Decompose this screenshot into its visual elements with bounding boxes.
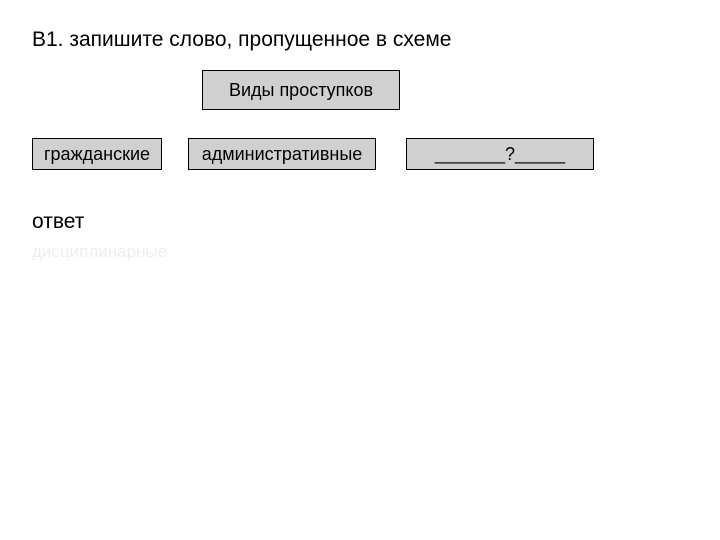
- question-title: В1. запишите слово, пропущенное в схеме: [32, 28, 688, 52]
- answer-value: дисциплинарные: [32, 242, 167, 262]
- answer-label: ответ: [32, 210, 167, 234]
- box-label: гражданские: [44, 144, 150, 165]
- diagram-bottom-row: гражданские административные _______?___…: [32, 138, 688, 170]
- box-label: административные: [202, 144, 363, 165]
- answer-section: ответ дисциплинарные: [32, 210, 167, 262]
- diagram-box-blank: _______?_____: [406, 138, 594, 170]
- diagram-box-civil: гражданские: [32, 138, 162, 170]
- top-box-label: Виды проступков: [229, 80, 373, 101]
- diagram-box-administrative: административные: [188, 138, 376, 170]
- box-label: _______?_____: [435, 144, 565, 165]
- diagram-top-box: Виды проступков: [202, 70, 400, 110]
